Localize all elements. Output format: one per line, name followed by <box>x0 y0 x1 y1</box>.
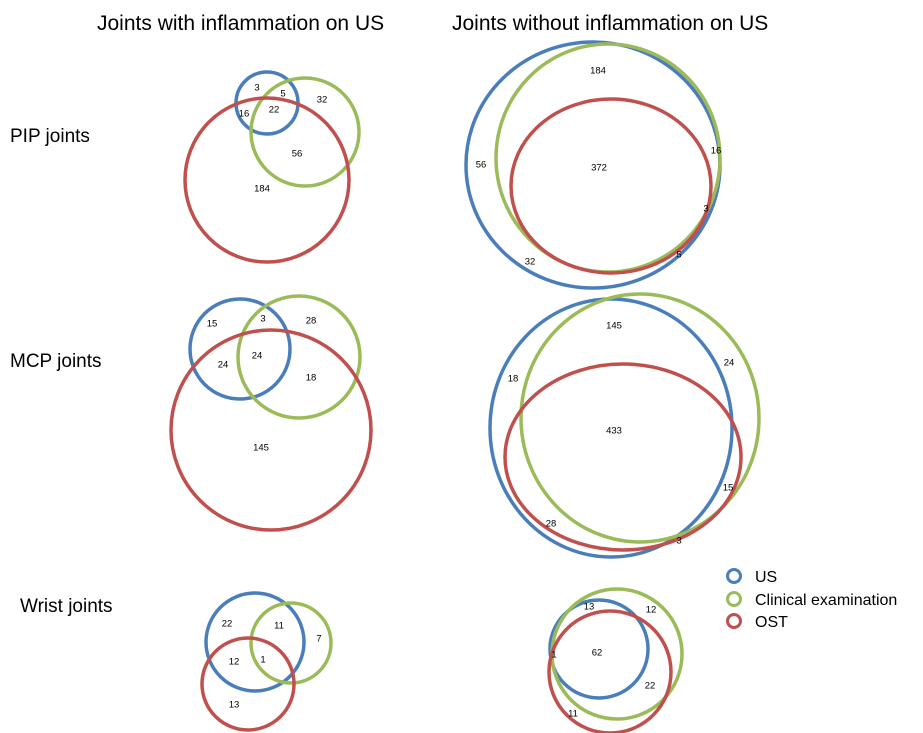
count-label: 11 <box>274 621 284 632</box>
venn-pip-without: 184 56 372 16 3 5 32 <box>464 40 722 290</box>
count-label: 1 <box>260 655 265 666</box>
count-label: 62 <box>592 648 603 659</box>
count-label: 3 <box>676 536 681 547</box>
count-label: 22 <box>222 619 233 630</box>
count-label: 24 <box>724 358 735 369</box>
legend-item-clinical: Clinical examination <box>726 591 897 609</box>
legend-marker-us <box>726 568 742 584</box>
count-label: 32 <box>317 95 328 106</box>
count-label: 28 <box>306 316 317 327</box>
count-label: 7 <box>316 634 321 645</box>
column-title-with-inflammation: Joints with inflammation on US <box>97 12 384 35</box>
count-label: 16 <box>711 146 722 157</box>
legend-item-us: US <box>726 568 777 586</box>
us-circle <box>548 598 650 700</box>
ost-circle <box>200 636 296 732</box>
count-label: 3 <box>703 204 708 215</box>
row-label-mcp: MCP joints <box>10 351 102 372</box>
count-label: 145 <box>253 443 269 454</box>
count-label: 5 <box>676 250 681 261</box>
venn-mcp-with: 15 3 28 24 24 18 145 <box>169 294 373 532</box>
ost-circle <box>183 96 351 264</box>
row-label-wrist: Wrist joints <box>20 596 113 617</box>
count-label: 56 <box>476 160 487 171</box>
legend-item-ost: OST <box>726 613 788 631</box>
count-label: 3 <box>260 314 265 325</box>
count-label: 3 <box>254 83 259 94</box>
ost-circle <box>503 362 743 552</box>
legend-marker-clinical <box>726 591 742 607</box>
count-label: 11 <box>568 709 578 720</box>
us-circle <box>188 297 292 401</box>
clinical-circle <box>249 76 361 188</box>
count-label: 12 <box>229 657 240 668</box>
count-label: 15 <box>207 319 218 330</box>
clinical-circle <box>519 292 761 544</box>
count-label: 145 <box>606 321 622 332</box>
legend-label-us: US <box>755 569 777 586</box>
count-label: 1 <box>551 650 556 661</box>
count-label: 22 <box>269 105 280 116</box>
clinical-circle <box>236 294 362 420</box>
count-label: 32 <box>525 257 536 268</box>
count-label: 433 <box>606 426 622 437</box>
count-label: 372 <box>591 163 607 174</box>
ost-circle <box>169 328 373 532</box>
count-label: 56 <box>292 149 303 160</box>
count-label: 5 <box>280 89 285 100</box>
count-label: 12 <box>646 605 657 616</box>
us-circle <box>204 591 306 693</box>
ost-circle <box>547 609 673 733</box>
venn-pip-with: 3 5 32 16 22 56 184 <box>183 70 361 264</box>
venn-mcp-without: 145 18 24 433 15 28 3 <box>488 292 761 559</box>
count-label: 28 <box>546 519 557 530</box>
venn-wrist-without: 13 12 1 62 22 11 <box>547 587 684 733</box>
count-label: 24 <box>252 351 263 362</box>
count-label: 22 <box>645 681 656 692</box>
count-label: 16 <box>239 109 250 120</box>
count-label: 24 <box>218 360 229 371</box>
count-label: 18 <box>508 374 519 385</box>
legend-label-clinical: Clinical examination <box>755 592 897 609</box>
legend-marker-ost <box>726 613 742 629</box>
column-title-without-inflammation: Joints without inflammation on US <box>452 12 768 35</box>
count-label: 13 <box>229 700 240 711</box>
legend: US Clinical examination OST <box>726 568 897 631</box>
count-label: 13 <box>584 602 595 613</box>
count-label: 18 <box>306 373 317 384</box>
count-label: 15 <box>723 483 734 494</box>
venn-wrist-with: 22 11 7 12 1 13 <box>200 591 333 732</box>
ost-circle <box>509 97 713 275</box>
count-label: 184 <box>590 66 606 77</box>
legend-label-ost: OST <box>755 614 788 631</box>
clinical-circle <box>249 601 333 685</box>
count-label: 184 <box>254 184 270 195</box>
row-label-pip: PIP joints <box>10 126 90 147</box>
